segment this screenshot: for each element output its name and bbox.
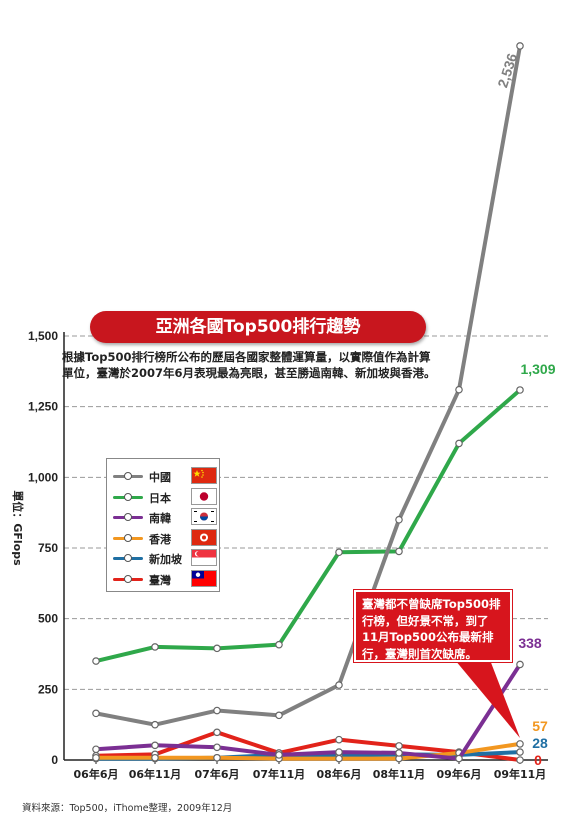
- legend-item: 香港: [113, 528, 217, 547]
- legend-marker: [124, 472, 132, 480]
- data-point: [516, 660, 524, 669]
- x-tick-label: 09年11月: [494, 767, 547, 781]
- y-axis-label: 單位：GFlops: [11, 490, 24, 566]
- legend-marker: [124, 574, 132, 583]
- data-point: [335, 748, 343, 756]
- legend-marker: [124, 492, 132, 501]
- legend-label: 香港: [149, 532, 171, 546]
- legend-marker: [124, 554, 132, 562]
- legend-label: 南韓: [149, 512, 171, 525]
- y-tick-label: 0: [51, 753, 58, 767]
- hongkong-flag-icon: [191, 528, 217, 546]
- data-point: [335, 681, 343, 689]
- series-line-0: [94, 43, 522, 727]
- japan-flag-icon: [191, 487, 217, 505]
- data-point: [516, 740, 524, 748]
- legend-item: 臺灣: [113, 569, 217, 588]
- legend-item: 日本: [113, 487, 217, 506]
- legend-item: 中國: [113, 467, 217, 485]
- end-label-1: 1,309: [520, 361, 555, 377]
- taiwan-flag-icon: [191, 569, 217, 587]
- data-point: [92, 657, 100, 665]
- y-tick-label: 250: [38, 682, 58, 696]
- data-point: [455, 385, 463, 394]
- x-tick-label: 09年6月: [437, 767, 482, 781]
- data-point: [275, 711, 283, 720]
- data-point: [151, 720, 159, 729]
- data-point: [335, 548, 343, 557]
- series-line-3: [94, 741, 522, 761]
- data-point: [395, 742, 403, 750]
- x-tick-label: 08年11月: [373, 767, 426, 781]
- data-point: [92, 753, 100, 762]
- x-tick-label: 06年11月: [129, 767, 182, 781]
- data-point: [395, 749, 403, 757]
- end-label-5: 0: [534, 752, 542, 768]
- data-point: [151, 643, 159, 651]
- data-point: [516, 386, 524, 394]
- data-point: [151, 741, 159, 750]
- data-point: [275, 751, 283, 759]
- data-point: [92, 745, 100, 754]
- legend-marker: [124, 533, 132, 542]
- data-point: [275, 640, 283, 649]
- y-tick-label: 1,250: [28, 400, 58, 414]
- y-tick-label: 750: [38, 541, 58, 555]
- data-point: [92, 709, 100, 718]
- data-point: [151, 753, 159, 762]
- series-line-2: [94, 662, 522, 761]
- legend-label: 日本: [149, 491, 171, 505]
- legend-item: 新加坡: [113, 549, 217, 567]
- data-point: [213, 728, 221, 737]
- korea-flag-icon: [191, 508, 217, 525]
- series-line-5: [94, 730, 522, 762]
- legend-item: 南韓: [113, 508, 217, 526]
- series-lines: [92, 42, 524, 764]
- x-tick-label: 07年11月: [253, 767, 306, 781]
- legend-label: 中國: [149, 471, 171, 484]
- chart-title: 亞洲各國Top500排行趨勢: [90, 311, 426, 343]
- y-axis-ticks: 0 250 500 750 1,000 1,250 1,500: [28, 329, 58, 767]
- end-label-2: 338: [518, 635, 542, 651]
- x-axis-ticks: 06年6月 06年11月 07年6月 07年11月 08年6月 08年11月 09年6月 09…: [74, 760, 547, 781]
- data-point: [395, 547, 403, 556]
- taiwan-callout: 臺灣都不曾缺席Top500排行榜，但好景不常，到了11月Top500公布最新排行…: [354, 590, 512, 662]
- y-tick-label: 500: [38, 612, 58, 626]
- data-point: [213, 706, 221, 715]
- legend-label: 新加坡: [149, 553, 182, 566]
- legend: 中國日本南韓香港新加坡臺灣: [106, 458, 220, 592]
- chart-subtitle: 根據Top500排行榜所公布的歷屆各國家整體運算量，以實際值作為計算單位，臺灣於…: [62, 350, 436, 380]
- y-tick-label: 1,500: [28, 329, 58, 343]
- data-point: [335, 735, 343, 744]
- y-tick-label: 1,000: [28, 470, 58, 484]
- legend-marker: [124, 513, 132, 521]
- data-point: [335, 754, 343, 763]
- source-note: 資料來源：Top500，iThome整理，2009年12月: [22, 803, 233, 814]
- data-point: [455, 754, 463, 763]
- data-point: [395, 515, 403, 524]
- data-point: [516, 42, 524, 50]
- callout-pointer: [455, 660, 520, 738]
- data-point: [213, 753, 221, 762]
- x-tick-label: 06年6月: [74, 767, 119, 781]
- x-tick-label: 07年6月: [195, 767, 240, 781]
- series-line-1: [94, 387, 522, 664]
- legend-label: 臺灣: [149, 573, 171, 587]
- data-point: [213, 743, 221, 752]
- data-point: [213, 644, 221, 653]
- data-point: [455, 439, 463, 448]
- data-point: [516, 748, 524, 756]
- data-point: [516, 756, 524, 764]
- x-tick-label: 08年6月: [317, 767, 362, 781]
- end-label-3: 57: [532, 718, 548, 734]
- china-flag-icon: [191, 467, 217, 484]
- end-label-4: 28: [532, 735, 548, 751]
- singapore-flag-icon: [191, 549, 217, 566]
